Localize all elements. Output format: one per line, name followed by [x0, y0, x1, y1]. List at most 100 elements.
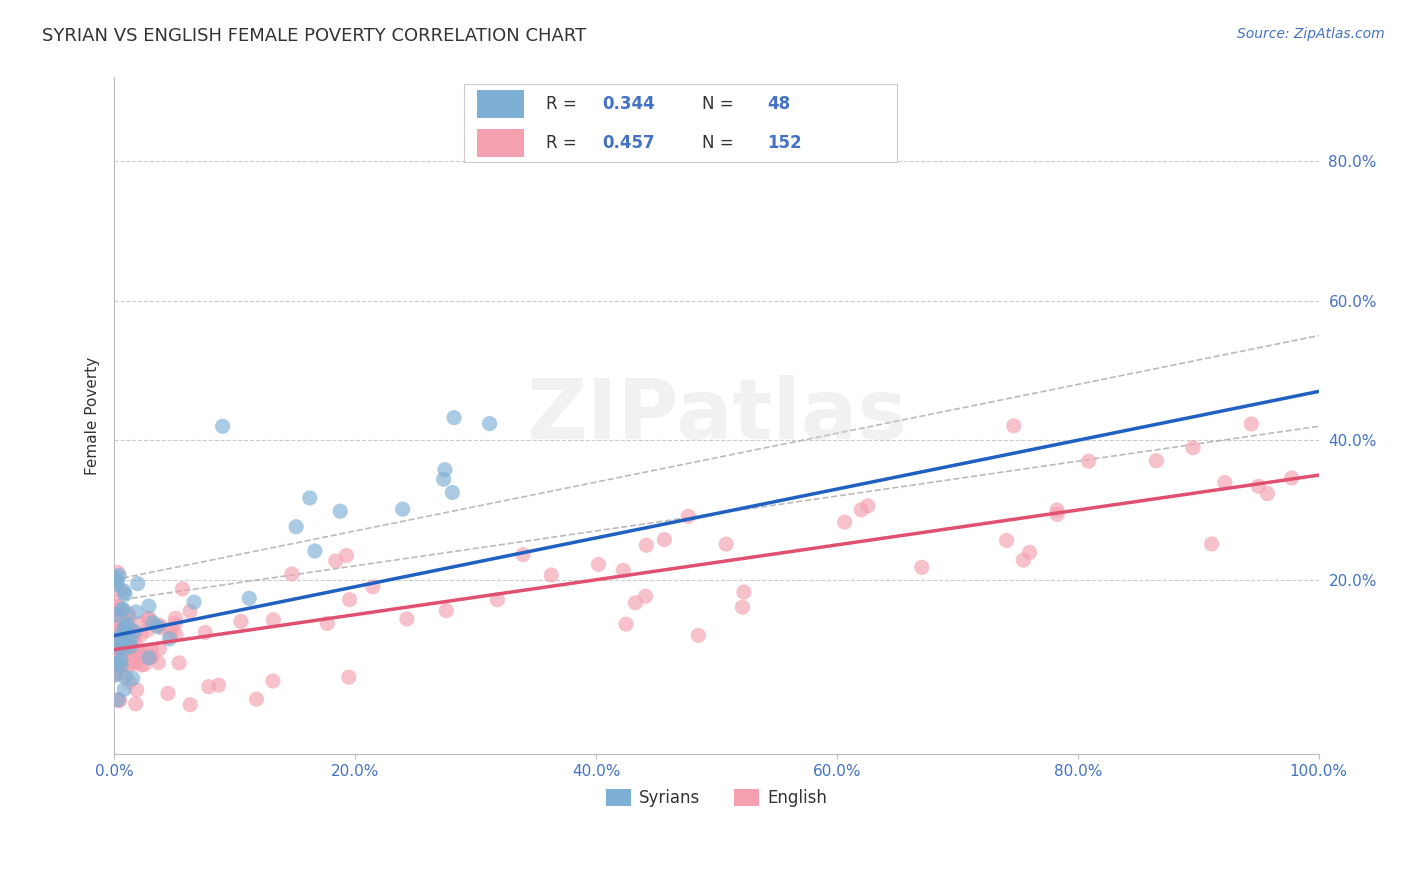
Point — [636, 538, 658, 552]
Point — [316, 616, 339, 631]
Point — [395, 612, 418, 626]
Point — [1201, 537, 1223, 551]
Point — [441, 485, 464, 500]
Point — [911, 560, 934, 574]
Point — [105, 653, 128, 667]
Point — [141, 650, 163, 665]
Point — [136, 611, 159, 625]
Point — [114, 670, 136, 684]
Point — [654, 533, 676, 547]
Point — [120, 632, 142, 647]
Point — [995, 533, 1018, 548]
Point — [129, 651, 152, 665]
Point — [114, 619, 136, 633]
Point — [108, 646, 131, 660]
Point — [107, 640, 129, 655]
Point — [146, 619, 169, 633]
Point — [856, 499, 879, 513]
Point — [120, 640, 142, 654]
Point — [179, 698, 201, 712]
Point — [148, 641, 170, 656]
Point — [150, 621, 173, 635]
Point — [1247, 479, 1270, 493]
Point — [112, 643, 135, 657]
Point — [104, 623, 127, 637]
Point — [117, 658, 139, 673]
Point — [135, 644, 157, 658]
Point — [107, 574, 129, 589]
Point — [108, 601, 131, 615]
Point — [124, 697, 146, 711]
Point — [443, 410, 465, 425]
Point — [112, 629, 135, 643]
Point — [1256, 486, 1278, 500]
Point — [131, 658, 153, 673]
Point — [108, 694, 131, 708]
Point — [108, 654, 131, 668]
Point — [120, 652, 142, 666]
Point — [125, 605, 148, 619]
Point — [105, 612, 128, 626]
Point — [433, 463, 456, 477]
Point — [238, 591, 260, 606]
Point — [117, 617, 139, 632]
Point — [129, 616, 152, 631]
Legend: Syrians, English: Syrians, English — [599, 782, 834, 814]
Point — [118, 675, 141, 690]
Point — [115, 657, 138, 671]
Point — [112, 623, 135, 637]
Point — [108, 646, 131, 660]
Point — [156, 686, 179, 700]
Point — [111, 602, 134, 616]
Point — [114, 644, 136, 658]
Point — [110, 583, 132, 598]
Point — [304, 544, 326, 558]
Point — [141, 643, 163, 657]
Point — [262, 613, 284, 627]
Point — [114, 587, 136, 601]
Point — [104, 650, 127, 665]
Point — [121, 627, 143, 641]
Point — [118, 640, 141, 654]
Point — [125, 650, 148, 665]
Point — [121, 640, 143, 655]
Point — [110, 665, 132, 680]
Point — [105, 661, 128, 675]
Point — [110, 653, 132, 667]
Point — [325, 554, 347, 568]
Point — [111, 641, 134, 656]
Point — [122, 624, 145, 639]
Point — [104, 657, 127, 671]
Point — [148, 656, 170, 670]
Point — [117, 607, 139, 621]
Point — [281, 567, 304, 582]
Point — [1046, 508, 1069, 522]
Point — [167, 656, 190, 670]
Point — [1213, 475, 1236, 490]
Point — [1240, 417, 1263, 431]
Point — [108, 568, 131, 582]
Point — [110, 657, 132, 672]
Point — [111, 612, 134, 626]
Point — [127, 576, 149, 591]
Point — [105, 647, 128, 661]
Point — [104, 653, 127, 667]
Point — [105, 625, 128, 640]
Point — [262, 673, 284, 688]
Point — [335, 549, 357, 563]
Point — [104, 666, 127, 681]
Point — [194, 625, 217, 640]
Point — [1018, 545, 1040, 559]
Point — [107, 692, 129, 706]
Point — [107, 566, 129, 580]
Point — [122, 653, 145, 667]
Point — [112, 584, 135, 599]
Point — [108, 693, 131, 707]
Point — [329, 504, 352, 518]
Point — [211, 419, 233, 434]
Point — [1046, 503, 1069, 517]
Point — [104, 570, 127, 584]
Point — [124, 628, 146, 642]
Point — [1012, 553, 1035, 567]
Point — [104, 608, 127, 623]
